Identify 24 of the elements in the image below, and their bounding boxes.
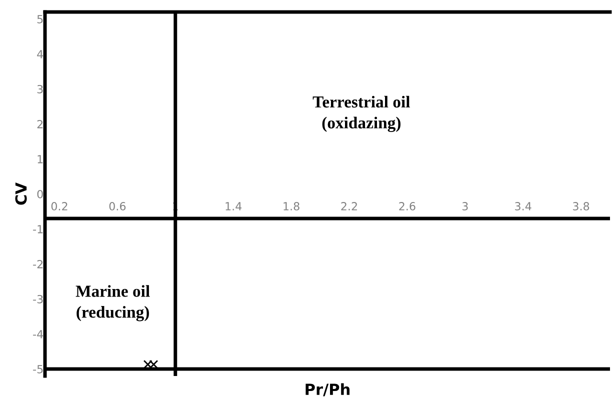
x-tick-label: 1.4 (226, 202, 242, 210)
y-axis-title: CV (15, 182, 27, 205)
y-tick-label: 4 (37, 50, 43, 58)
y-tick-label: 1 (38, 155, 43, 164)
y-tick-label: -5 (33, 365, 43, 374)
x-tick-label: 0.6 (109, 202, 126, 210)
x-tick-label: 2.6 (399, 202, 416, 210)
y-tick-label: -3 (33, 294, 43, 304)
x-tick-label: 3 (462, 202, 468, 210)
y-tick-label: -4 (33, 330, 43, 338)
x-tick-label: 3.4 (515, 202, 532, 210)
x-tick-label: 0.2 (51, 202, 68, 210)
y-tick-label: 0 (37, 190, 43, 198)
y-tick-label: -1 (33, 225, 43, 234)
x-tick-label: 1.8 (284, 202, 300, 210)
annotation: Terrestrial oil (oxidazing) (312, 96, 410, 132)
y-tick-label: -2 (33, 260, 42, 268)
x-tick-label: 2.2 (341, 202, 357, 210)
x-tick-label: 3.8 (573, 202, 590, 210)
y-tick-label: 2 (37, 120, 42, 128)
x-axis-title: Pr/Ph (306, 383, 350, 396)
y-tick-label: 5 (37, 15, 43, 24)
y-tick-label: 3 (37, 84, 43, 94)
annotation: Marine oil (reducing) (76, 285, 150, 322)
